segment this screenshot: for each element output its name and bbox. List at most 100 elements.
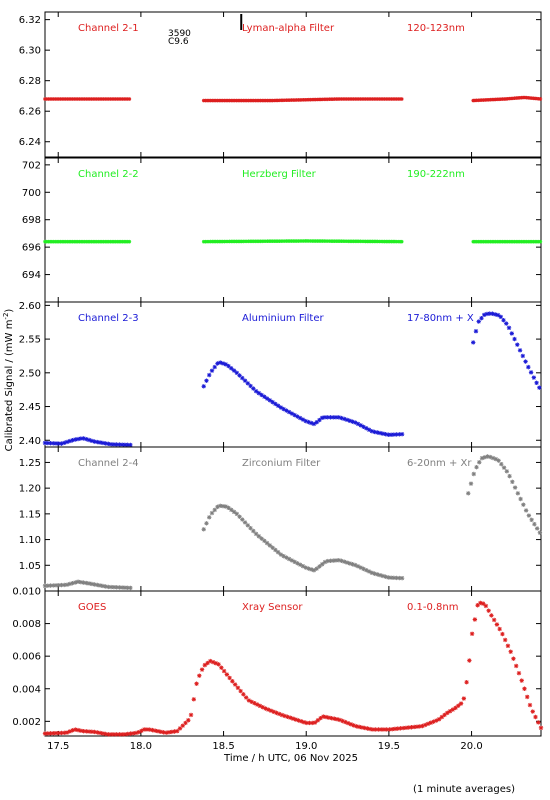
data-point bbox=[53, 583, 59, 588]
data-point bbox=[242, 520, 248, 525]
data-point bbox=[166, 730, 172, 735]
data-point bbox=[485, 454, 490, 459]
data-point bbox=[523, 508, 529, 513]
data-point bbox=[442, 712, 447, 718]
data-point bbox=[399, 97, 404, 101]
x-axis-label: Time / h UTC, 06 Nov 2025 bbox=[223, 753, 358, 764]
data-point bbox=[369, 570, 375, 575]
data-point bbox=[273, 547, 278, 553]
data-point bbox=[62, 730, 67, 736]
y-tick-label: 696 bbox=[22, 243, 41, 254]
data-point bbox=[401, 725, 406, 731]
y-axis-label-end: ) bbox=[4, 309, 15, 313]
data-point bbox=[201, 384, 206, 389]
data-point bbox=[197, 673, 202, 678]
data-point bbox=[117, 732, 122, 737]
data-point bbox=[48, 440, 53, 446]
data-point bbox=[62, 440, 67, 445]
data-point bbox=[259, 536, 264, 541]
data-point bbox=[315, 718, 320, 723]
data-point bbox=[506, 325, 512, 331]
data-point bbox=[300, 563, 306, 569]
panel-band-label: 120-123nm bbox=[407, 23, 465, 34]
data-point bbox=[342, 559, 347, 564]
x-tick-label: 20.0 bbox=[460, 741, 482, 752]
data-point bbox=[372, 571, 377, 576]
data-point bbox=[312, 720, 318, 725]
data-point bbox=[325, 558, 330, 564]
data-point bbox=[487, 311, 492, 316]
data-point bbox=[268, 708, 274, 713]
data-point bbox=[97, 730, 103, 736]
data-point bbox=[336, 415, 341, 420]
data-point bbox=[289, 411, 295, 416]
data-point bbox=[497, 626, 502, 632]
data-point bbox=[208, 658, 213, 664]
data-point bbox=[366, 569, 372, 574]
data-point bbox=[495, 312, 501, 318]
data-point bbox=[501, 318, 506, 323]
y-tick-label: 1.25 bbox=[19, 458, 41, 469]
data-point bbox=[355, 564, 361, 569]
panel-channel-label: Channel 2-3 bbox=[78, 313, 139, 324]
data-point bbox=[311, 421, 317, 427]
data-point bbox=[172, 729, 177, 734]
data-point bbox=[229, 507, 234, 513]
data-point bbox=[92, 729, 97, 735]
data-point bbox=[303, 418, 308, 424]
data-point bbox=[95, 582, 100, 588]
data-point bbox=[67, 729, 72, 734]
data-point bbox=[358, 565, 363, 570]
data-point bbox=[237, 373, 242, 378]
data-point bbox=[538, 97, 543, 101]
data-point bbox=[264, 540, 270, 546]
data-point bbox=[359, 725, 365, 730]
data-point bbox=[207, 372, 212, 378]
data-point bbox=[445, 710, 450, 716]
data-point bbox=[486, 608, 491, 613]
data-point bbox=[333, 415, 339, 420]
data-point bbox=[128, 731, 133, 736]
data-point bbox=[369, 428, 375, 434]
data-point bbox=[281, 553, 286, 559]
data-point bbox=[106, 584, 111, 590]
data-point bbox=[267, 543, 273, 548]
data-point bbox=[270, 399, 275, 405]
data-point bbox=[136, 729, 141, 735]
data-point bbox=[320, 415, 325, 420]
data-point bbox=[391, 432, 397, 437]
data-point bbox=[262, 538, 267, 544]
data-point bbox=[537, 530, 543, 535]
data-point bbox=[100, 731, 106, 736]
data-point bbox=[243, 695, 249, 700]
data-point bbox=[344, 417, 350, 423]
data-point bbox=[317, 564, 322, 569]
data-point bbox=[508, 649, 513, 654]
data-point bbox=[478, 600, 483, 606]
data-point bbox=[297, 415, 303, 421]
data-point bbox=[89, 581, 95, 587]
data-point bbox=[493, 456, 499, 462]
data-point bbox=[530, 709, 535, 714]
data-point bbox=[234, 370, 239, 376]
data-point bbox=[260, 705, 265, 710]
data-point bbox=[392, 726, 398, 732]
data-point bbox=[383, 574, 388, 579]
data-point bbox=[128, 442, 133, 448]
data-point bbox=[347, 418, 352, 423]
panel-filter-label: Xray Sensor bbox=[242, 602, 303, 613]
data-point bbox=[142, 727, 147, 732]
data-point bbox=[119, 442, 125, 447]
data-point bbox=[332, 716, 337, 721]
data-point bbox=[106, 441, 111, 447]
data-point bbox=[515, 491, 521, 496]
data-point bbox=[329, 715, 334, 721]
data-point bbox=[314, 420, 319, 425]
panel-band-label: 17-80nm + X bbox=[407, 313, 474, 324]
data-point bbox=[521, 502, 526, 507]
data-point bbox=[322, 559, 328, 565]
data-point bbox=[122, 442, 128, 447]
data-point bbox=[388, 432, 394, 437]
data-point bbox=[397, 432, 402, 437]
data-point bbox=[59, 441, 64, 446]
